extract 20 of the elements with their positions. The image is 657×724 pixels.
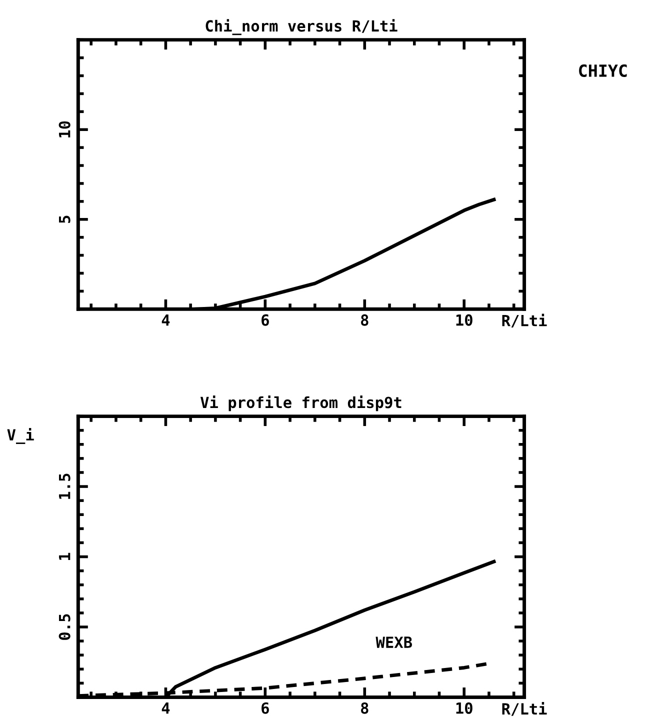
x-tick-label: 8 [361, 702, 368, 714]
y-tick-label: 5 [59, 216, 70, 223]
y-tick-label: 10 [58, 121, 70, 138]
y-axis-title: V_i [7, 428, 34, 444]
series-label: WEXB [376, 636, 412, 648]
y-tick-label: 0.5 [58, 614, 70, 640]
x-tick-label: 4 [162, 314, 170, 326]
x-tick-label: 6 [262, 702, 269, 714]
x-axis-title: R/Lti [502, 314, 547, 328]
y-tick-label: 1 [59, 552, 70, 560]
text: CHIYC [579, 64, 627, 77]
chart-title: Chi_norm versus R/Lti [206, 19, 398, 36]
x-tick-label: 10 [456, 314, 472, 326]
x-tick-label: 4 [162, 702, 170, 714]
x-tick-label: 6 [262, 314, 269, 326]
x-tick-label: 8 [361, 314, 368, 326]
x-axis-title: R/Lti [502, 702, 547, 716]
x-tick-label: 10 [456, 702, 472, 714]
y-tick-label: 1.5 [59, 474, 70, 499]
chart-title: Vi profile from disp9t [200, 396, 402, 412]
